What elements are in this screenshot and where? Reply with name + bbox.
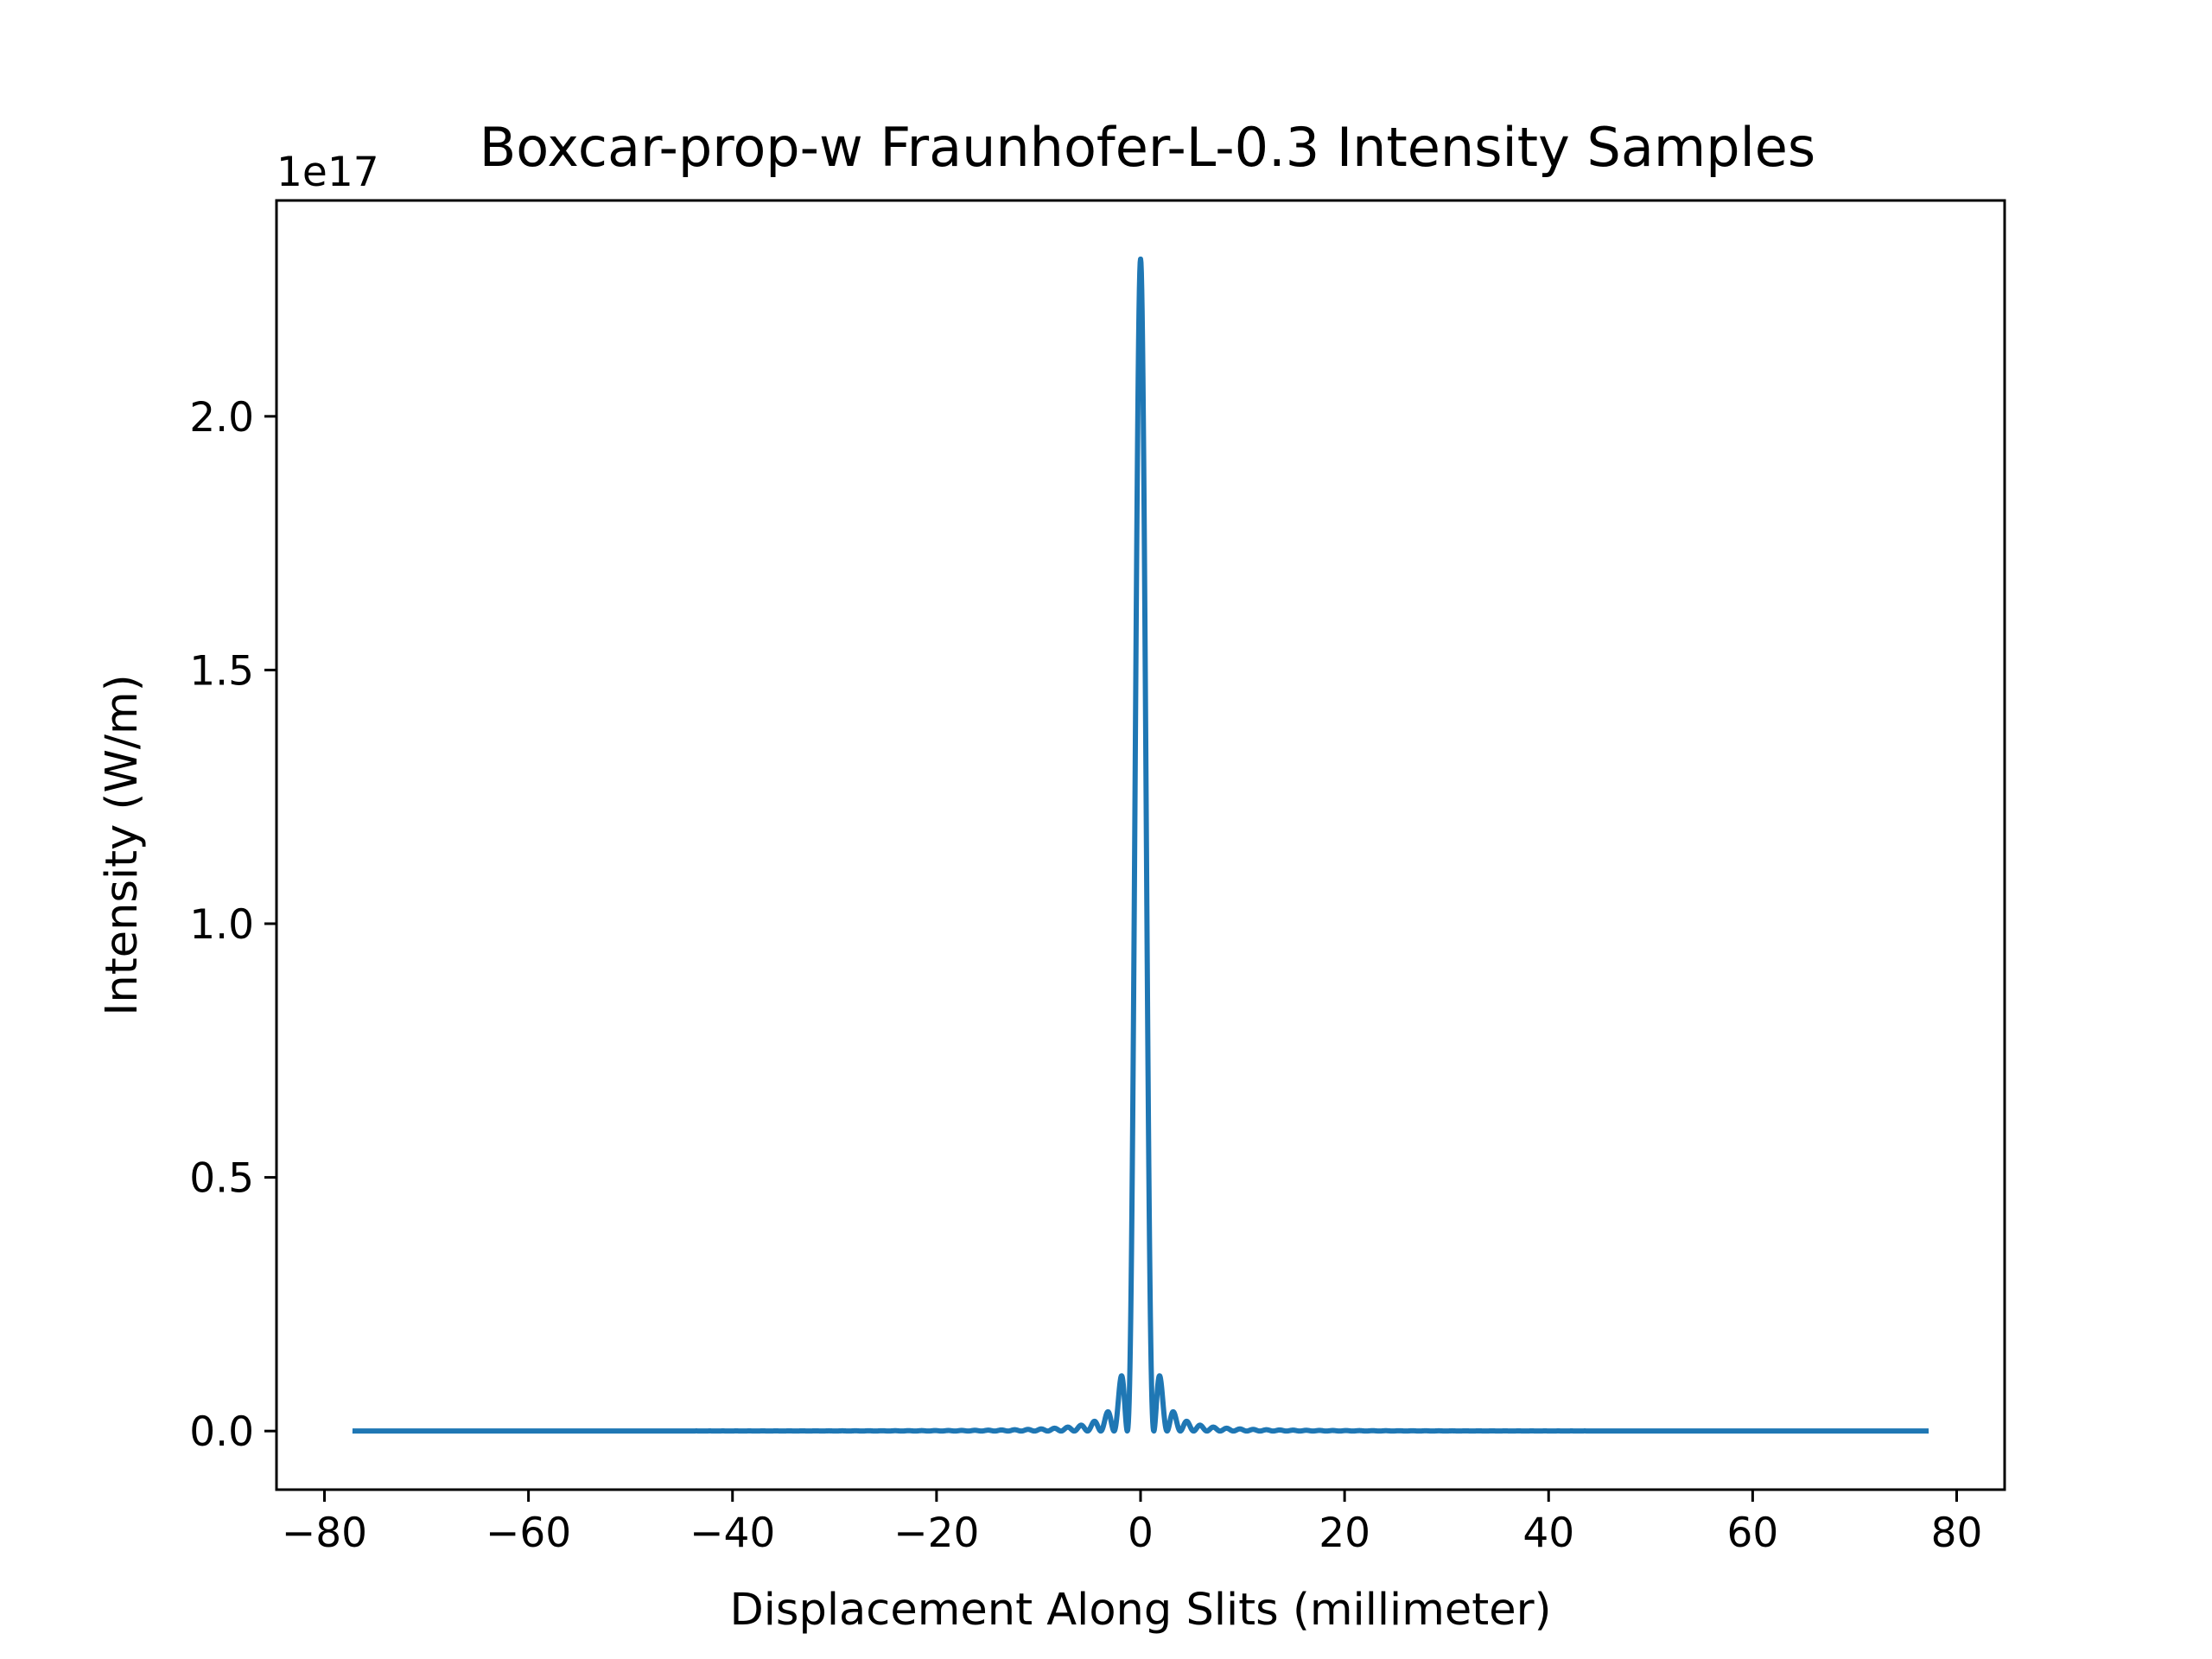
y-axis: 0.0 0.5 1.0 1.5 2.0 — [189, 394, 276, 1456]
x-tick-label: 20 — [1319, 1510, 1370, 1557]
plot-area — [352, 256, 1929, 1434]
y-offset-text: 1e17 — [276, 149, 379, 196]
x-tick-label: −20 — [893, 1510, 979, 1557]
x-tick-label: 80 — [1931, 1510, 1983, 1557]
x-tick-label: 60 — [1726, 1510, 1778, 1557]
y-tick-label: 1.5 — [189, 647, 254, 695]
y-tick-label: 2.0 — [189, 394, 254, 442]
y-tick-label: 0.0 — [189, 1408, 254, 1456]
x-tick-label: 0 — [1128, 1510, 1154, 1557]
x-tick-label: 40 — [1522, 1510, 1574, 1557]
y-tick-label: 0.5 — [189, 1155, 254, 1203]
x-tick-label: −60 — [486, 1510, 571, 1557]
chart-title: Boxcar-prop-w Fraunhofer-L-0.3 Intensity… — [480, 116, 1816, 179]
y-tick-label: 1.0 — [189, 901, 254, 949]
series-line — [352, 256, 1929, 1434]
x-tick-label: −40 — [690, 1510, 775, 1557]
x-axis: −80 −60 −40 −20 0 20 40 60 80 — [282, 1490, 1983, 1557]
y-axis-label: Intensity (W/m) — [97, 674, 148, 1015]
x-axis-label: Displacement Along Slits (millimeter) — [729, 1585, 1551, 1636]
x-tick-label: −80 — [282, 1510, 367, 1557]
